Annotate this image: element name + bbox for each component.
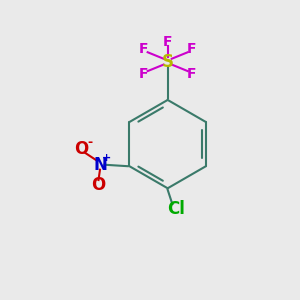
Text: F: F xyxy=(163,34,172,49)
Text: O: O xyxy=(75,140,89,158)
Text: O: O xyxy=(92,176,106,194)
Text: F: F xyxy=(187,67,196,81)
Text: -: - xyxy=(87,136,92,148)
Text: F: F xyxy=(139,42,148,56)
Text: N: N xyxy=(93,156,107,174)
Text: S: S xyxy=(162,53,174,71)
Text: F: F xyxy=(139,67,148,81)
Text: F: F xyxy=(187,42,196,56)
Text: Cl: Cl xyxy=(167,200,185,218)
Text: +: + xyxy=(102,153,111,163)
